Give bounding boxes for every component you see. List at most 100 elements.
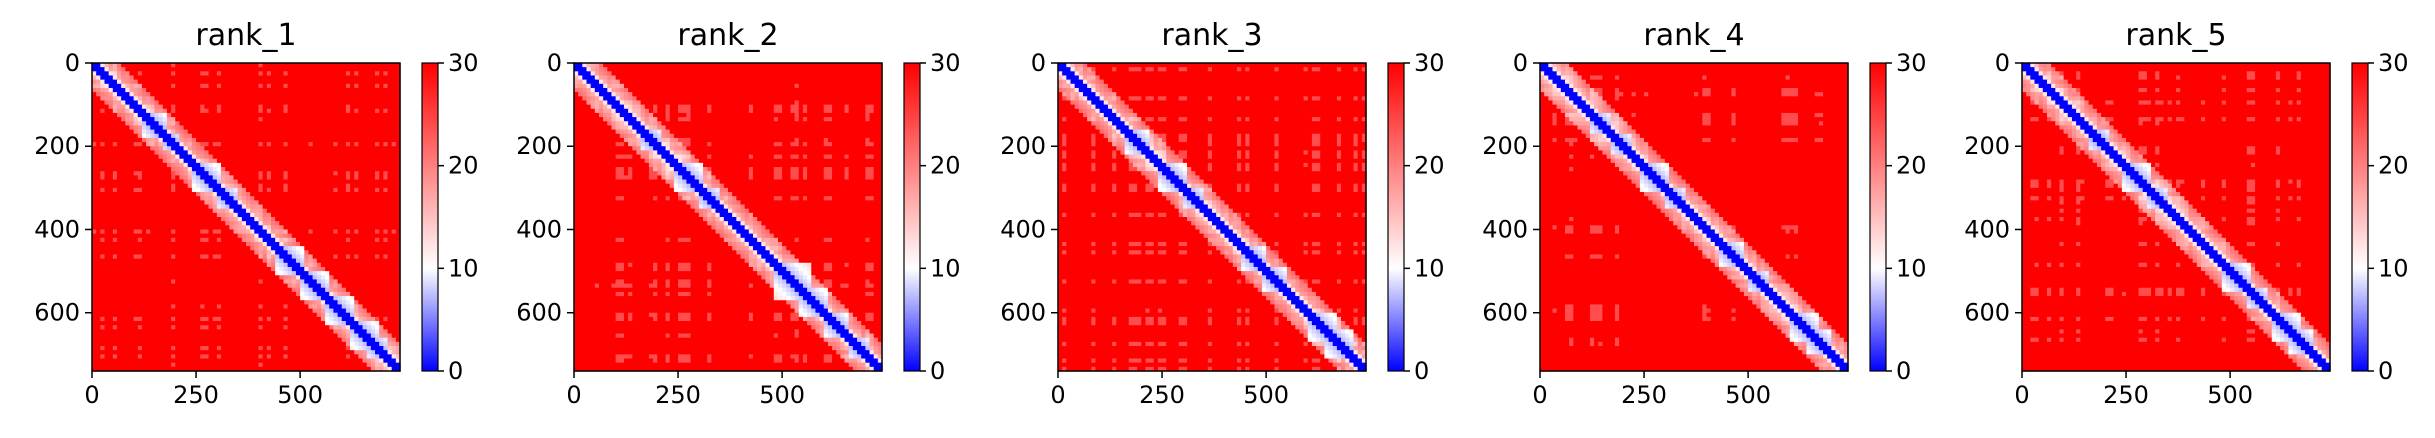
- heatmap-cell: [329, 250, 335, 256]
- heatmap-cell: [166, 271, 172, 276]
- heatmap-cell: [125, 321, 131, 326]
- heatmap-cell: [270, 63, 276, 68]
- heatmap-cell: [366, 125, 372, 131]
- heatmap-cell: [200, 112, 205, 118]
- heatmap-cell: [266, 117, 272, 122]
- heatmap-cell: [254, 237, 260, 243]
- heatmap-cell: [141, 308, 147, 314]
- heatmap-cell: [287, 333, 293, 339]
- heatmap-cell: [304, 171, 310, 176]
- heatmap-cell: [295, 279, 301, 285]
- heatmap-cell: [125, 175, 131, 181]
- heatmap-cell: [133, 266, 139, 272]
- heatmap-cell: [229, 221, 235, 226]
- heatmap-cell: [129, 79, 135, 85]
- heatmap-cell: [246, 179, 251, 185]
- heatmap-cell: [312, 142, 318, 147]
- heatmap-cell: [312, 237, 318, 243]
- heatmap-cell: [229, 100, 235, 106]
- heatmap-cell: [150, 333, 156, 339]
- heatmap-cell: [116, 271, 122, 276]
- heatmap-cell: [391, 308, 397, 314]
- heatmap-cell: [333, 108, 339, 114]
- heatmap-cell: [383, 133, 389, 139]
- heatmap-cell: [387, 117, 393, 122]
- heatmap-cell: [329, 241, 335, 247]
- heatmap-cell: [345, 100, 351, 106]
- heatmap-cell: [216, 87, 222, 93]
- heatmap-cell: [387, 221, 393, 226]
- heatmap-cell: [262, 150, 268, 156]
- heatmap-cell: [166, 296, 172, 301]
- heatmap-cell: [300, 108, 305, 114]
- heatmap-cell: [221, 204, 226, 210]
- heatmap-cell: [92, 304, 97, 310]
- heatmap-cell: [233, 200, 239, 206]
- heatmap-cell: [266, 196, 272, 201]
- heatmap-cell: [266, 150, 272, 156]
- heatmap-cell: [366, 225, 372, 231]
- heatmap-cell: [112, 100, 118, 106]
- heatmap-cell: [104, 341, 110, 347]
- heatmap-cell: [175, 154, 181, 160]
- heatmap-cell: [283, 154, 289, 160]
- heatmap-cell: [387, 63, 393, 68]
- heatmap-cell: [171, 154, 176, 160]
- heatmap-cell: [300, 312, 305, 318]
- heatmap-cell: [208, 100, 214, 106]
- heatmap-cell: [350, 275, 355, 281]
- heatmap-cell: [150, 262, 156, 268]
- heatmap-cell: [96, 241, 101, 247]
- heatmap-cell: [116, 117, 122, 122]
- heatmap-cell: [270, 325, 276, 330]
- heatmap-cell: [287, 296, 293, 301]
- heatmap-cell: [387, 125, 393, 131]
- heatmap-cell: [112, 287, 118, 293]
- heatmap-cell: [258, 137, 264, 143]
- heatmap-cell: [246, 129, 251, 135]
- heatmap-cell: [370, 67, 376, 72]
- heatmap-cell: [295, 108, 301, 114]
- heatmap-cell: [141, 129, 147, 135]
- heatmap-cell: [258, 154, 264, 160]
- heatmap-cell: [354, 304, 359, 310]
- heatmap-cell: [375, 154, 380, 160]
- heatmap-cell: [337, 208, 343, 214]
- heatmap-cell: [96, 312, 101, 318]
- heatmap-cell: [395, 254, 401, 260]
- heatmap-cell: [395, 217, 401, 222]
- heatmap-cell: [171, 279, 176, 285]
- heatmap-cell: [237, 316, 243, 322]
- heatmap-cell: [166, 175, 172, 181]
- heatmap-cell: [158, 291, 164, 297]
- heatmap-cell: [350, 225, 355, 231]
- heatmap-cell: [179, 154, 185, 160]
- heatmap-cell: [291, 171, 297, 176]
- heatmap-cell: [187, 283, 193, 289]
- heatmap-cell: [337, 92, 343, 97]
- heatmap-cell: [104, 254, 110, 260]
- heatmap-cell: [379, 329, 384, 335]
- heatmap-cell: [266, 158, 272, 164]
- heatmap-cell: [366, 308, 372, 314]
- heatmap-cell: [391, 142, 397, 147]
- heatmap-cell: [196, 79, 201, 85]
- heatmap-cell: [137, 304, 143, 310]
- heatmap-cell: [379, 158, 384, 164]
- heatmap-cell: [366, 162, 372, 168]
- heatmap-cell: [200, 217, 205, 222]
- heatmap-cell: [129, 187, 135, 193]
- heatmap-cell: [287, 171, 293, 176]
- heatmap-cell: [200, 196, 205, 201]
- heatmap-cell: [225, 304, 230, 310]
- heatmap-cell: [391, 83, 397, 89]
- heatmap-cell: [229, 212, 235, 218]
- heatmap-cell: [341, 221, 347, 226]
- heatmap-cell: [237, 287, 243, 293]
- heatmap-cell: [146, 162, 151, 168]
- heatmap-cell: [150, 266, 156, 272]
- heatmap-cell: [287, 279, 293, 285]
- heatmap-cell: [108, 217, 114, 222]
- heatmap-cell: [300, 300, 305, 306]
- heatmap-cell: [395, 212, 401, 218]
